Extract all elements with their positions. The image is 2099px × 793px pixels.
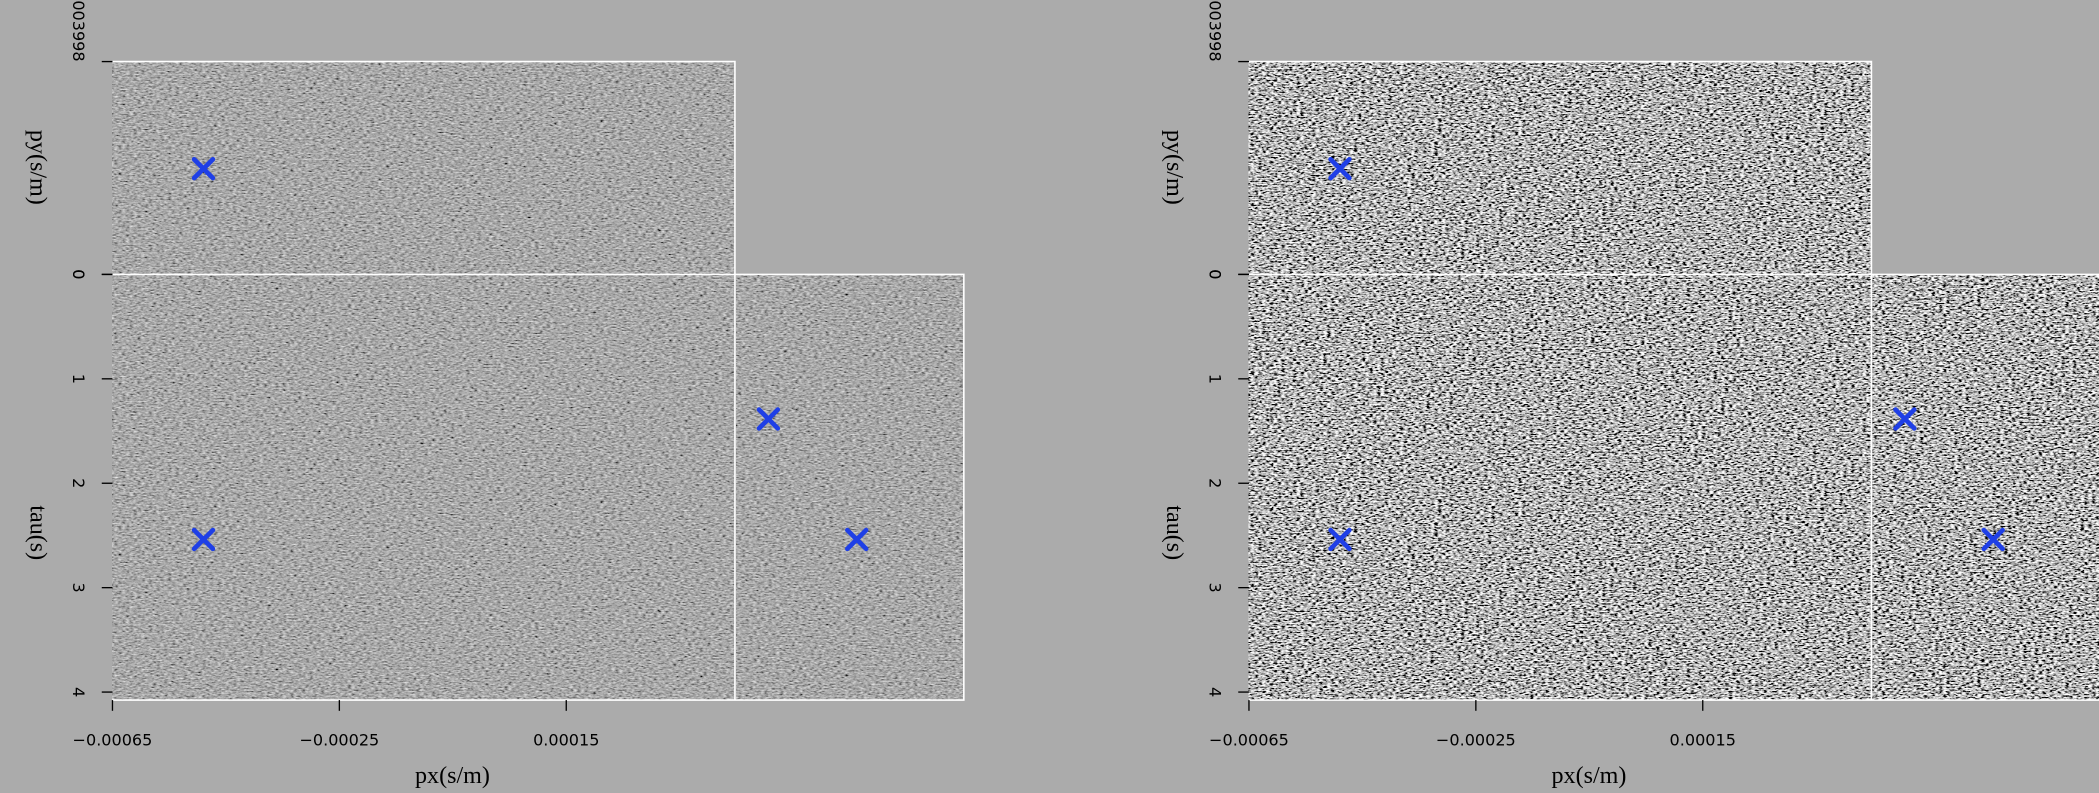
y-axis-label: tau(s) — [25, 505, 51, 560]
x-tick-label: −0.00025 — [1436, 731, 1516, 750]
y-tick-label: 0.0003998 — [69, 0, 88, 62]
pick-marker — [1328, 527, 1352, 552]
side-slice — [736, 274, 964, 701]
slice-border — [1248, 60, 2099, 701]
pick-marker — [845, 527, 869, 552]
y-tick-label: 0 — [69, 269, 88, 279]
front-slice — [1248, 274, 1872, 701]
pick-marker — [191, 156, 216, 181]
panels: 0.0003998 0 py(s/m) 0 1 2 3 4 tau(s) −0.00065 −0.0… — [25, 0, 2099, 789]
top-slice — [112, 61, 735, 275]
x-tick-label: 0.00015 — [533, 731, 599, 750]
front-slice — [112, 274, 735, 701]
y-tick-label: 2 — [69, 478, 88, 488]
y-tick-label: 0.0003998 — [1206, 0, 1225, 62]
y-tick-label: 0 — [69, 269, 88, 279]
x-tick-label: −0.00065 — [1209, 731, 1289, 750]
y-tick-label: 1 — [1206, 374, 1225, 384]
pick-marker — [191, 527, 216, 552]
pick-marker — [1981, 527, 2005, 552]
y-tick-label: 4 — [1206, 687, 1225, 697]
pick-marker — [1893, 407, 1917, 431]
side-slice — [1872, 274, 2099, 701]
y-axis-label: tau(s) — [1161, 505, 1187, 560]
x-axis-label: px(s/m) — [1552, 763, 1627, 789]
pick-marker — [756, 407, 781, 431]
y-tick-label: 0 — [1206, 269, 1225, 279]
slice-border — [112, 60, 965, 701]
top-slice — [1248, 61, 1872, 275]
pick-marker — [1328, 156, 1352, 181]
y-tick-label: 0 — [1206, 269, 1225, 279]
y-tick-label: 3 — [1206, 583, 1225, 593]
x-axis-label: px(s/m) — [415, 763, 490, 789]
y-tick-label: 3 — [69, 583, 88, 593]
y-tick-label: 2 — [1206, 478, 1225, 488]
x-tick-label: −0.00025 — [299, 731, 379, 750]
y-axis-label: py(s/m) — [25, 130, 51, 205]
y-tick-label: 1 — [69, 374, 88, 384]
y-tick-label: 4 — [69, 687, 88, 697]
y-axis-label: py(s/m) — [1161, 130, 1187, 205]
x-tick-label: −0.00065 — [73, 731, 153, 750]
x-tick-label: 0.00015 — [1670, 731, 1736, 750]
